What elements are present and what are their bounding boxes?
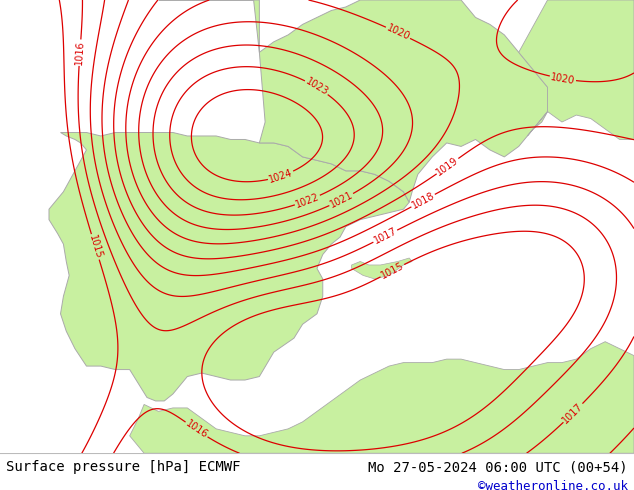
Text: 1023: 1023 [304,76,330,98]
Text: 1021: 1021 [328,190,354,210]
Polygon shape [130,342,634,453]
Text: 1022: 1022 [294,191,321,210]
Text: 1017: 1017 [560,401,585,425]
Text: 1016: 1016 [183,418,209,441]
Polygon shape [519,0,634,140]
Polygon shape [49,132,409,401]
Text: 1020: 1020 [385,23,411,43]
Text: 1015: 1015 [87,234,104,260]
Text: 1016: 1016 [74,40,86,65]
Text: 1020: 1020 [550,72,576,86]
Text: Surface pressure [hPa] ECMWF: Surface pressure [hPa] ECMWF [6,460,241,474]
Text: Mo 27-05-2024 06:00 UTC (00+54): Mo 27-05-2024 06:00 UTC (00+54) [368,460,628,474]
Polygon shape [158,0,548,202]
Text: 1017: 1017 [372,226,399,246]
Polygon shape [352,258,412,279]
Text: 1019: 1019 [435,155,460,177]
Text: 1024: 1024 [268,168,294,185]
Text: 1015: 1015 [379,261,406,281]
Text: 1018: 1018 [410,191,436,211]
Text: ©weatheronline.co.uk: ©weatheronline.co.uk [477,480,628,490]
